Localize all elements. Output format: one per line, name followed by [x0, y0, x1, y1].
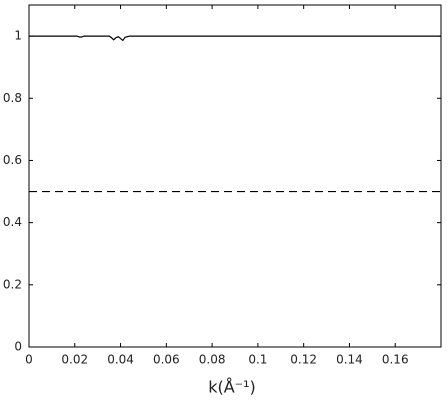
y-tick-label: 0	[14, 340, 22, 354]
x-tick-label: 0.16	[382, 353, 409, 367]
y-tick-label: 0.2	[3, 277, 22, 291]
x-tick-label: 0.06	[153, 353, 180, 367]
y-tick-label: 0.8	[3, 91, 22, 105]
x-tick-label: 0	[25, 353, 33, 367]
plot-frame	[28, 4, 442, 348]
y-tick-label: 0.6	[3, 153, 22, 167]
y-tick-label: 0.4	[3, 215, 22, 229]
x-tick-label: 0.04	[107, 353, 134, 367]
y-tick-label: 1	[14, 29, 22, 43]
x-tick-label: 0.12	[290, 353, 317, 367]
x-tick-label: 0.08	[199, 353, 226, 367]
x-tick-label: 0.14	[336, 353, 363, 367]
data-line	[29, 35, 441, 42]
x-tick-label: 0.02	[61, 353, 88, 367]
x-axis-label: k(Å⁻¹)	[208, 378, 256, 397]
x-tick-label: 0.1	[248, 353, 267, 367]
